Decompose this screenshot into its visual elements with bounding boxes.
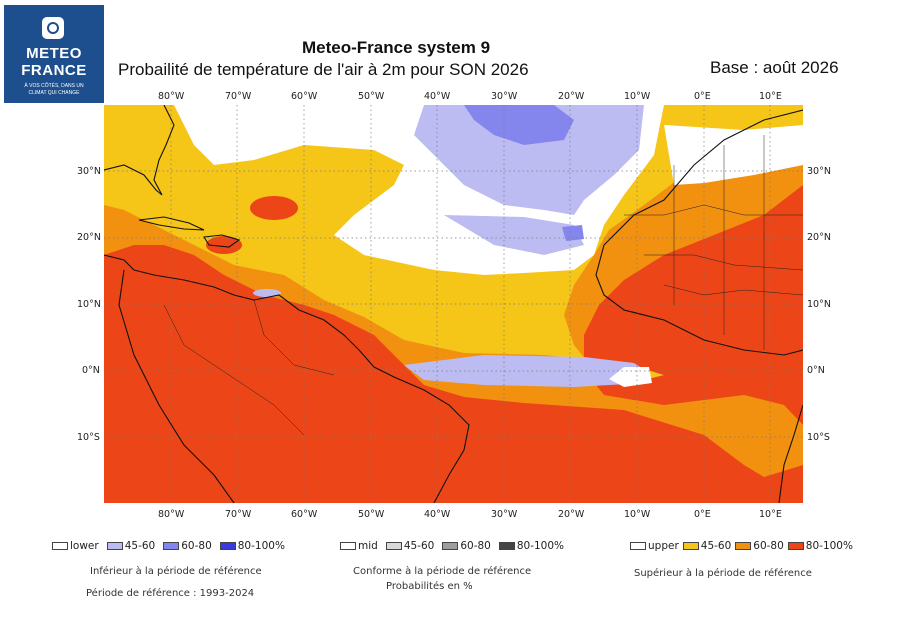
zone-lower-caribbean (253, 289, 281, 297)
legend-swatch-mid (340, 542, 356, 550)
lat-tick-right: 0°N (807, 365, 825, 376)
caption-reference: Période de référence : 1993-2024 (86, 588, 255, 599)
meteo-france-logo: METEO FRANCE À VOS CÔTÉS, DANS UN CLIMAT… (4, 5, 104, 103)
lon-tick-top: 0°E (694, 91, 711, 102)
zone-lower-45-60 (414, 105, 644, 215)
lat-tick-right: 10°S (807, 432, 830, 443)
lon-tick-bottom: 80°W (158, 509, 185, 520)
base-date: Base : août 2026 (710, 58, 839, 77)
lon-tick-bottom: 20°W (558, 509, 585, 520)
zone-neutral-africa (664, 125, 803, 185)
legend-swatch (385, 542, 402, 550)
zone-upper-80-100-caribbean (250, 196, 298, 220)
legend-upper: upper 45-60 60-80 80-100% (630, 540, 853, 552)
lat-tick-right: 30°N (807, 166, 831, 177)
legend-swatch (682, 542, 699, 550)
map-title: Meteo-France system 9 (302, 38, 491, 57)
lat-tick-left: 10°S (77, 432, 100, 443)
probability-map (104, 105, 803, 503)
caption-lower: Inférieur à la période de référence (90, 566, 262, 577)
zone-lower-45-60-eq (404, 355, 649, 387)
coastlines (104, 105, 803, 503)
lon-tick-top: 70°W (225, 91, 252, 102)
map-subtitle: Probailité de température de l'air à 2m … (118, 60, 529, 79)
legend-label-upper: upper (648, 540, 679, 552)
borders (163, 135, 803, 436)
legend-swatch (498, 542, 515, 550)
lon-tick-bottom: 70°W (225, 509, 252, 520)
legend-swatch-lower (52, 542, 68, 550)
lon-tick-top: 40°W (424, 91, 451, 102)
zone-lower-60-80-b (562, 225, 584, 241)
legend-mid: mid 45-60 60-80 80-100% (340, 540, 564, 552)
logo-name: METEO FRANCE (21, 45, 87, 79)
caption-units: Probabilités en % (386, 581, 473, 592)
zone-neutral-eq (609, 367, 652, 387)
lon-tick-top: 10°E (759, 91, 782, 102)
legend-lower: lower 45-60 60-80 80-100% (52, 540, 285, 552)
lat-tick-right: 20°N (807, 232, 831, 243)
legend-swatch (787, 542, 804, 550)
zone-upper-80-100-hispaniola (206, 236, 242, 254)
lon-tick-bottom: 40°W (424, 509, 451, 520)
graticule (104, 105, 803, 503)
lon-tick-bottom: 30°W (491, 509, 518, 520)
legend-swatch (106, 542, 123, 550)
lon-tick-bottom: 10°E (759, 509, 782, 520)
lon-tick-top: 30°W (491, 91, 518, 102)
lon-tick-bottom: 50°W (358, 509, 385, 520)
lat-tick-left: 20°N (77, 232, 101, 243)
zone-lower-45-60-b (444, 215, 584, 255)
legend-swatch (163, 542, 180, 550)
map-canvas (104, 105, 803, 503)
legend-swatch (442, 542, 459, 550)
lon-tick-top: 60°W (291, 91, 318, 102)
lon-tick-bottom: 60°W (291, 509, 318, 520)
lon-tick-bottom: 10°W (624, 509, 651, 520)
legend-swatch-upper (630, 542, 646, 550)
caption-upper: Supérieur à la période de référence (634, 568, 812, 579)
legend-label: 45-60 (403, 540, 435, 552)
lon-tick-top: 50°W (358, 91, 385, 102)
zone-lower-60-80 (464, 105, 574, 145)
lat-tick-right: 10°N (807, 299, 831, 310)
lon-tick-top: 10°W (624, 91, 651, 102)
lat-tick-left: 30°N (77, 166, 101, 177)
legend-label-mid: mid (358, 540, 378, 552)
legend-label: 80-100% (516, 540, 565, 552)
legend-label: 60-80 (460, 540, 491, 552)
logo-mark-icon (42, 17, 64, 39)
logo-tagline: À VOS CÔTÉS, DANS UN CLIMAT QUI CHANGE (24, 83, 84, 96)
legend-label: 45-60 (124, 540, 156, 552)
legend-swatch (219, 542, 236, 550)
legend-label: 60-80 (753, 540, 784, 552)
lat-tick-left: 10°N (77, 299, 101, 310)
legend-label-lower: lower (70, 540, 99, 552)
legend-label: 60-80 (181, 540, 212, 552)
lon-tick-top: 20°W (558, 91, 585, 102)
lon-tick-bottom: 0°E (694, 509, 711, 520)
legend-label: 45-60 (700, 540, 732, 552)
lon-tick-top: 80°W (158, 91, 185, 102)
lat-tick-left: 0°N (82, 365, 100, 376)
legend-label: 80-100% (237, 540, 285, 552)
legend-label: 80-100% (805, 540, 853, 552)
caption-mid: Conforme à la période de référence (353, 566, 532, 577)
legend-swatch (735, 542, 752, 550)
